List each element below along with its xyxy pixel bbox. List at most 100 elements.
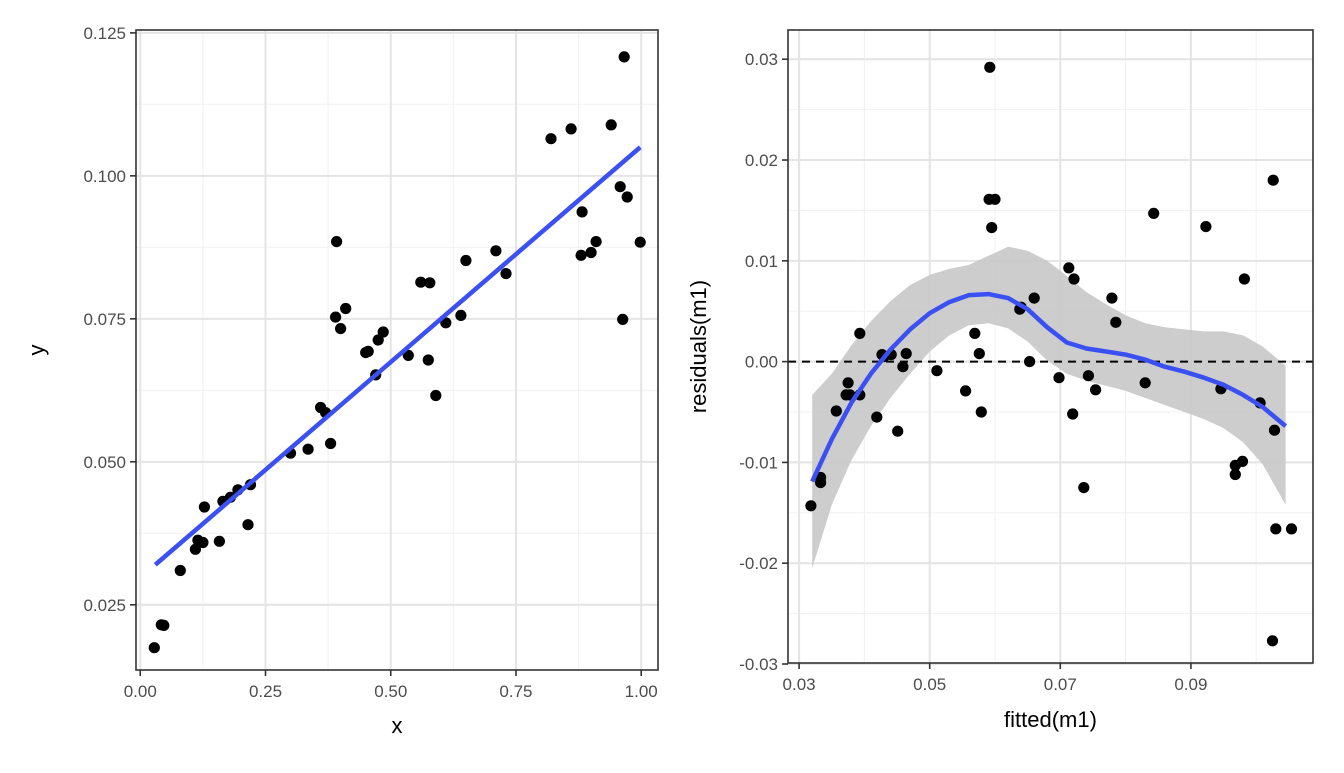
left-plot-background — [136, 30, 658, 670]
left-x-tick-label: 0.25 — [249, 682, 282, 701]
right-y-tick-label: 0.01 — [745, 252, 778, 271]
right-data-point — [1028, 292, 1040, 304]
right-data-point — [1106, 292, 1118, 304]
right-y-tick-label: 0.03 — [745, 50, 778, 69]
right-data-point — [871, 411, 883, 423]
right-plot-marks — [788, 61, 1313, 647]
left-x-axis-title: x — [392, 713, 403, 738]
right-data-point — [975, 406, 987, 418]
left-data-point — [372, 334, 384, 346]
left-data-point — [430, 389, 442, 402]
right-data-point — [931, 365, 943, 377]
left-y-tick-label: 0.075 — [83, 310, 126, 329]
left-data-point — [614, 181, 626, 193]
left-data-point — [618, 51, 630, 63]
loess-smooth-line — [810, 291, 1288, 483]
left-data-point — [424, 277, 436, 289]
right-data-point — [986, 222, 998, 234]
right-data-point — [842, 377, 854, 389]
right-data-point — [1236, 455, 1249, 467]
right-x-tick-label: 0.03 — [783, 675, 816, 694]
right-data-point — [815, 477, 827, 489]
left-plot-grid — [136, 30, 658, 670]
left-x-tick-label: 0.50 — [374, 682, 407, 701]
right-y-tick-label: 0.02 — [745, 151, 778, 170]
right-x-axis-title: fitted(m1) — [1004, 707, 1097, 732]
left-y-tick-label: 0.125 — [83, 24, 126, 43]
right-data-point — [1063, 262, 1075, 274]
right-data-point — [984, 61, 996, 73]
left-x-tick-label: 0.75 — [499, 682, 532, 701]
right-x-tick-label: 0.05 — [913, 675, 946, 694]
right-data-point — [1053, 372, 1065, 384]
left-data-point — [377, 326, 389, 338]
right-data-point — [1238, 273, 1250, 285]
left-data-point — [565, 123, 577, 135]
right-data-point — [1148, 207, 1160, 219]
left-data-point — [415, 276, 427, 288]
right-y-tick-label: -0.02 — [739, 554, 778, 573]
left-plot-panel: 0.00 0.25 0.50 0.75 1.00 0.025 0.050 0.075 0.100… — [24, 24, 659, 738]
left-data-point — [189, 543, 201, 555]
right-data-point — [1268, 424, 1281, 436]
right-data-point — [892, 425, 904, 437]
left-data-point — [340, 302, 352, 315]
right-plot-axes: 0.03 0.05 0.07 0.09 -0.03 -0.02 -0.01 0.00 0.01 0… — [739, 50, 1207, 694]
left-data-point — [545, 133, 557, 145]
left-data-point — [213, 535, 225, 547]
right-data-point — [1078, 482, 1090, 494]
right-data-point — [897, 361, 909, 373]
left-data-point — [174, 564, 186, 577]
left-y-axis-title: y — [24, 345, 49, 356]
left-data-point — [460, 254, 472, 267]
right-data-point — [1067, 408, 1079, 420]
left-data-point — [402, 349, 414, 361]
left-y-tick-label: 0.025 — [83, 596, 126, 615]
left-plot-axes: 0.00 0.25 0.50 0.75 1.00 0.025 0.050 0.075 0.100… — [83, 24, 657, 701]
right-data-point — [1267, 174, 1279, 186]
left-data-point — [362, 345, 374, 357]
right-data-point — [805, 500, 817, 512]
right-data-point — [973, 348, 985, 360]
right-data-point — [960, 385, 972, 397]
left-data-point — [325, 437, 337, 450]
left-data-point — [242, 519, 254, 531]
regression-line — [153, 145, 642, 567]
confidence-ribbon — [812, 246, 1286, 569]
right-plot-panel: 0.03 0.05 0.07 0.09 -0.03 -0.02 -0.01 0.00 0.01 0… — [686, 29, 1314, 732]
left-data-point — [331, 236, 343, 248]
left-data-point — [605, 119, 617, 131]
left-data-point — [490, 245, 502, 257]
right-y-tick-label: -0.01 — [739, 453, 778, 472]
left-data-point — [455, 309, 467, 321]
left-x-tick-label: 0.00 — [124, 682, 157, 701]
right-y-tick-label: -0.03 — [739, 655, 778, 674]
left-data-point — [590, 236, 602, 248]
right-x-tick-label: 0.09 — [1174, 675, 1207, 694]
right-data-point — [1200, 221, 1212, 233]
right-data-point — [1090, 384, 1102, 396]
right-y-axis-title: residuals(m1) — [686, 280, 711, 413]
left-data-point — [197, 536, 209, 549]
right-data-point — [1024, 356, 1036, 368]
left-data-point — [634, 236, 646, 248]
left-data-point — [148, 642, 160, 654]
left-data-point — [302, 443, 314, 455]
left-y-tick-label: 0.100 — [83, 167, 126, 186]
right-y-tick-label: 0.00 — [745, 353, 778, 372]
right-data-point — [989, 193, 1001, 205]
left-data-point — [585, 246, 597, 259]
right-data-point — [1068, 273, 1080, 285]
right-data-point — [1110, 316, 1122, 328]
left-data-point — [335, 323, 347, 335]
left-data-point — [198, 501, 210, 513]
left-data-point — [617, 313, 629, 325]
left-data-point — [330, 311, 342, 323]
left-data-point — [500, 268, 512, 280]
left-data-point — [575, 249, 587, 261]
left-data-point — [158, 619, 170, 632]
left-x-tick-label: 1.00 — [625, 682, 658, 701]
left-y-tick-label: 0.050 — [83, 453, 126, 472]
